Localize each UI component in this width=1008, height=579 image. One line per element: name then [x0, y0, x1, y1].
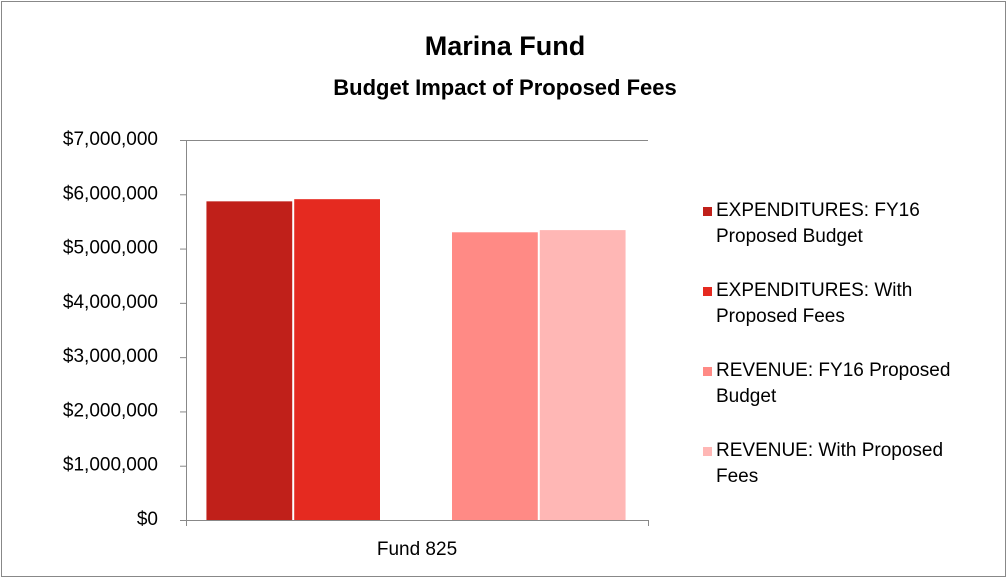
chart-title: Marina Fund — [425, 31, 586, 61]
legend-entry: REVENUE: With Proposed Fees — [703, 438, 996, 518]
legend-swatch — [703, 367, 712, 376]
legend: EXPENDITURES: FY16 Proposed Budget EXPEND… — [703, 198, 1003, 518]
bar — [539, 230, 626, 520]
legend-swatch — [703, 287, 712, 296]
y-tick-label: $1,000,000 — [63, 455, 158, 476]
legend-label: REVENUE: With Proposed Fees — [716, 440, 944, 487]
x-tick-label: Fund 825 — [377, 539, 457, 560]
bar — [452, 232, 538, 521]
legend-label: REVENUE: FY16 Proposed Budget — [716, 360, 951, 407]
legend-label: EXPENDITURES: With Proposed Fees — [716, 280, 913, 327]
legend-entry: EXPENDITURES: FY16 Proposed Budget — [703, 198, 996, 278]
legend-entry: REVENUE: FY16 Proposed Budget — [703, 358, 996, 438]
y-tick-label: $3,000,000 — [63, 346, 158, 367]
bar — [206, 201, 293, 521]
y-tick-label: $6,000,000 — [63, 183, 158, 204]
bar — [294, 199, 380, 520]
y-tick-label: $7,000,000 — [63, 129, 158, 150]
legend-swatch — [703, 447, 712, 456]
y-tick-label: $0 — [137, 509, 158, 530]
legend-label: EXPENDITURES: FY16 Proposed Budget — [716, 200, 920, 247]
legend-swatch — [703, 207, 712, 216]
y-tick-label: $4,000,000 — [63, 292, 158, 313]
legend-entry: EXPENDITURES: With Proposed Fees — [703, 278, 996, 358]
y-tick-label: $2,000,000 — [63, 400, 158, 421]
chart-subtitle: Budget Impact of Proposed Fees — [333, 75, 677, 100]
y-tick-label: $5,000,000 — [63, 238, 158, 259]
